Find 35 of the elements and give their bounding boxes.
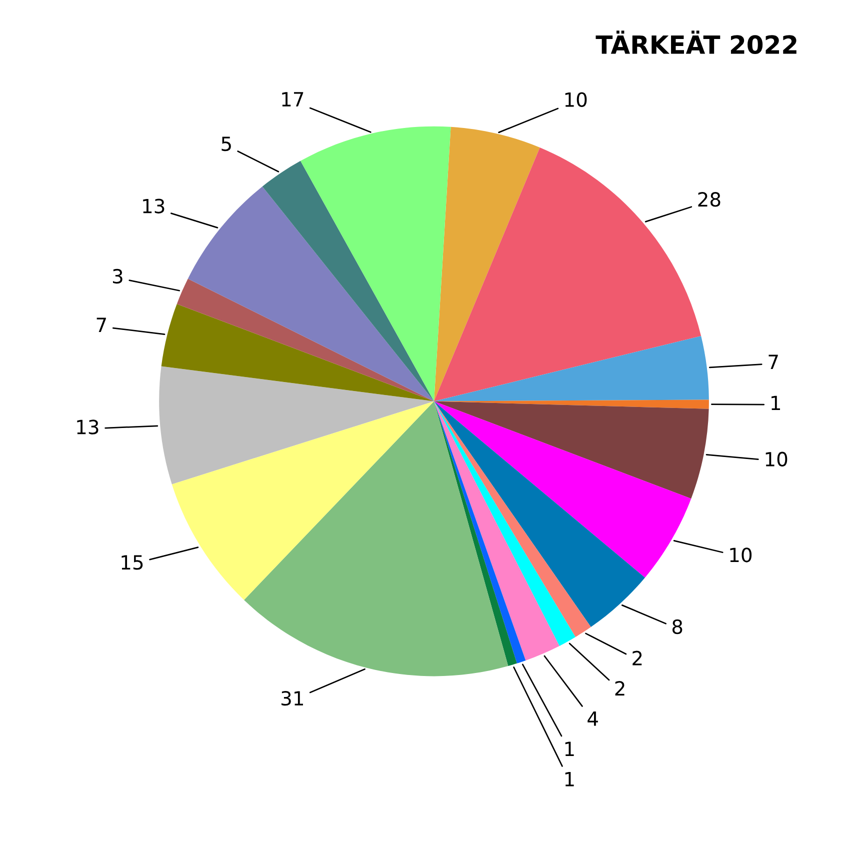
data-label: 15 xyxy=(122,555,143,570)
pie-slice xyxy=(176,278,434,402)
data-label: 31 xyxy=(282,690,303,706)
data-label: 8 xyxy=(672,619,682,634)
data-label: 13 xyxy=(77,420,98,434)
pie-slice xyxy=(262,160,434,402)
data-label: 2 xyxy=(615,681,624,696)
data-label: 1 xyxy=(565,742,574,756)
pie-slice xyxy=(434,336,709,402)
data-label: 28 xyxy=(698,192,720,207)
data-label: 4 xyxy=(588,712,598,726)
pie-slice xyxy=(434,401,692,578)
data-label: 5 xyxy=(222,136,231,152)
pie-slice xyxy=(434,401,709,499)
pie-slice xyxy=(159,366,434,484)
pie-slice xyxy=(300,126,451,402)
pie-slice xyxy=(188,186,434,402)
data-label: 1 xyxy=(565,772,574,786)
pie-slice xyxy=(434,126,540,402)
data-label: 2 xyxy=(632,650,642,666)
data-label: 7 xyxy=(768,354,778,369)
data-label: 13 xyxy=(143,198,164,214)
data-label: 3 xyxy=(112,268,122,284)
data-label: 10 xyxy=(565,92,587,107)
data-label: 10 xyxy=(730,548,752,562)
pie-slice xyxy=(244,401,508,676)
data-label: 17 xyxy=(282,92,304,106)
pie-slice xyxy=(434,401,560,660)
data-label: 10 xyxy=(766,452,788,467)
data-label: 7 xyxy=(96,318,106,332)
data-label: 1 xyxy=(772,396,780,410)
chart-title: TÄRKEÄT 2022 xyxy=(596,30,796,54)
pie-slice xyxy=(161,304,434,402)
pie-slice xyxy=(434,401,645,628)
pie-slice xyxy=(172,401,434,600)
